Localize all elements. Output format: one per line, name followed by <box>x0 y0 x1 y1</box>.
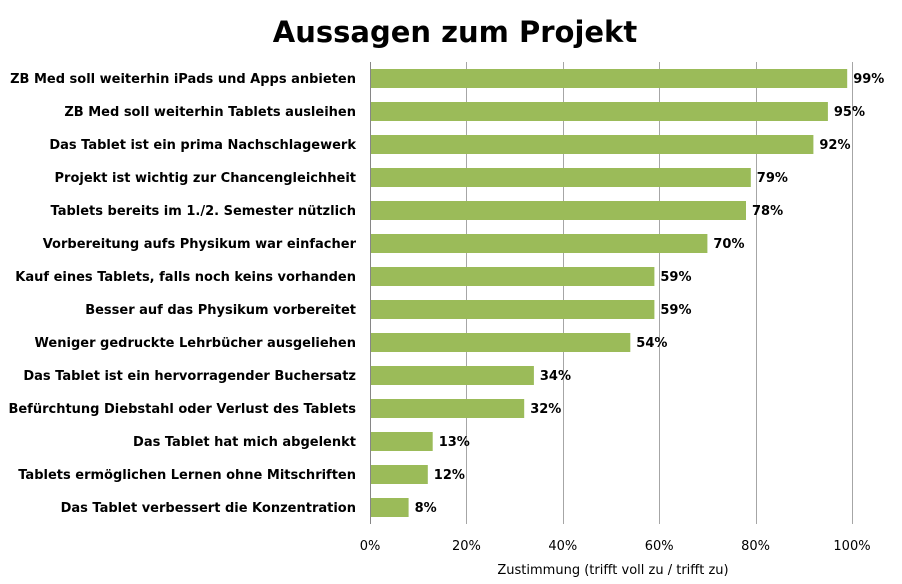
category-label-11: Das Tablet hat mich abgelenkt <box>133 435 356 450</box>
x-tick-80pct: 80% <box>741 539 770 554</box>
category-label-6: Kauf eines Tablets, falls noch keins vor… <box>15 270 356 285</box>
category-label-10: Befürchtung Diebstahl oder Verlust des T… <box>8 402 356 417</box>
bar-8 <box>371 333 631 352</box>
bar-2 <box>371 135 814 154</box>
bar-10 <box>371 399 525 418</box>
bar-9 <box>371 366 534 385</box>
value-label-2: 92% <box>819 138 850 153</box>
category-label-4: Tablets bereits im 1./2. Semester nützli… <box>51 204 357 219</box>
grid-lines <box>370 62 853 524</box>
category-label-2: Das Tablet ist ein prima Nachschlagewerk <box>49 138 356 153</box>
category-labels: ZB Med soll weiterhin iPads und Apps anb… <box>8 72 356 516</box>
x-tick-labels: 0% 20% 40% 60% 80% 100% <box>360 539 871 554</box>
bars <box>371 69 848 517</box>
bar-13 <box>371 498 409 517</box>
value-label-12: 12% <box>434 468 465 483</box>
value-labels: 99% 95% 92% 79% 78% 70% 59% 59% 54% 34% 32% 13% 12% 8… <box>415 72 885 516</box>
bar-3 <box>371 168 751 187</box>
bar-1 <box>371 102 828 121</box>
x-tick-60pct: 60% <box>645 539 674 554</box>
value-label-7: 59% <box>660 303 691 318</box>
value-label-8: 54% <box>636 336 667 351</box>
category-label-13: Das Tablet verbessert die Konzentration <box>61 501 356 516</box>
category-label-1: ZB Med soll weiterhin Tablets ausleihen <box>64 105 356 120</box>
x-axis-title: Zustimmung (trifft voll zu / trifft zu) <box>497 563 728 578</box>
value-label-0: 99% <box>853 72 884 87</box>
value-label-10: 32% <box>530 402 561 417</box>
bar-12 <box>371 465 428 484</box>
value-label-9: 34% <box>540 369 571 384</box>
value-label-4: 78% <box>752 204 783 219</box>
x-tick-100pct: 100% <box>833 539 870 554</box>
chart-title: Aussagen zum Projekt <box>273 15 638 49</box>
category-label-3: Projekt ist wichtig zur Chancengleichhei… <box>55 171 357 186</box>
bar-5 <box>371 234 708 253</box>
x-tick-40pct: 40% <box>548 539 577 554</box>
category-label-12: Tablets ermöglichen Lernen ohne Mitschri… <box>18 468 356 483</box>
bar-11 <box>371 432 433 451</box>
x-tick-20pct: 20% <box>452 539 481 554</box>
bar-4 <box>371 201 746 220</box>
category-label-8: Weniger gedruckte Lehrbücher ausgeliehen <box>35 336 356 351</box>
x-tick-0pct: 0% <box>360 539 381 554</box>
value-label-13: 8% <box>415 501 437 516</box>
category-label-0: ZB Med soll weiterhin iPads und Apps anb… <box>10 72 356 87</box>
value-label-5: 70% <box>713 237 744 252</box>
bar-6 <box>371 267 655 286</box>
value-label-6: 59% <box>660 270 691 285</box>
value-label-11: 13% <box>439 435 470 450</box>
category-label-7: Besser auf das Physikum vorbereitet <box>85 303 356 318</box>
value-label-1: 95% <box>834 105 865 120</box>
category-label-5: Vorbereitung aufs Physikum war einfacher <box>43 237 357 252</box>
bar-0 <box>371 69 848 88</box>
value-label-3: 79% <box>757 171 788 186</box>
bar-7 <box>371 300 655 319</box>
category-label-9: Das Tablet ist ein hervorragender Bucher… <box>23 369 356 384</box>
